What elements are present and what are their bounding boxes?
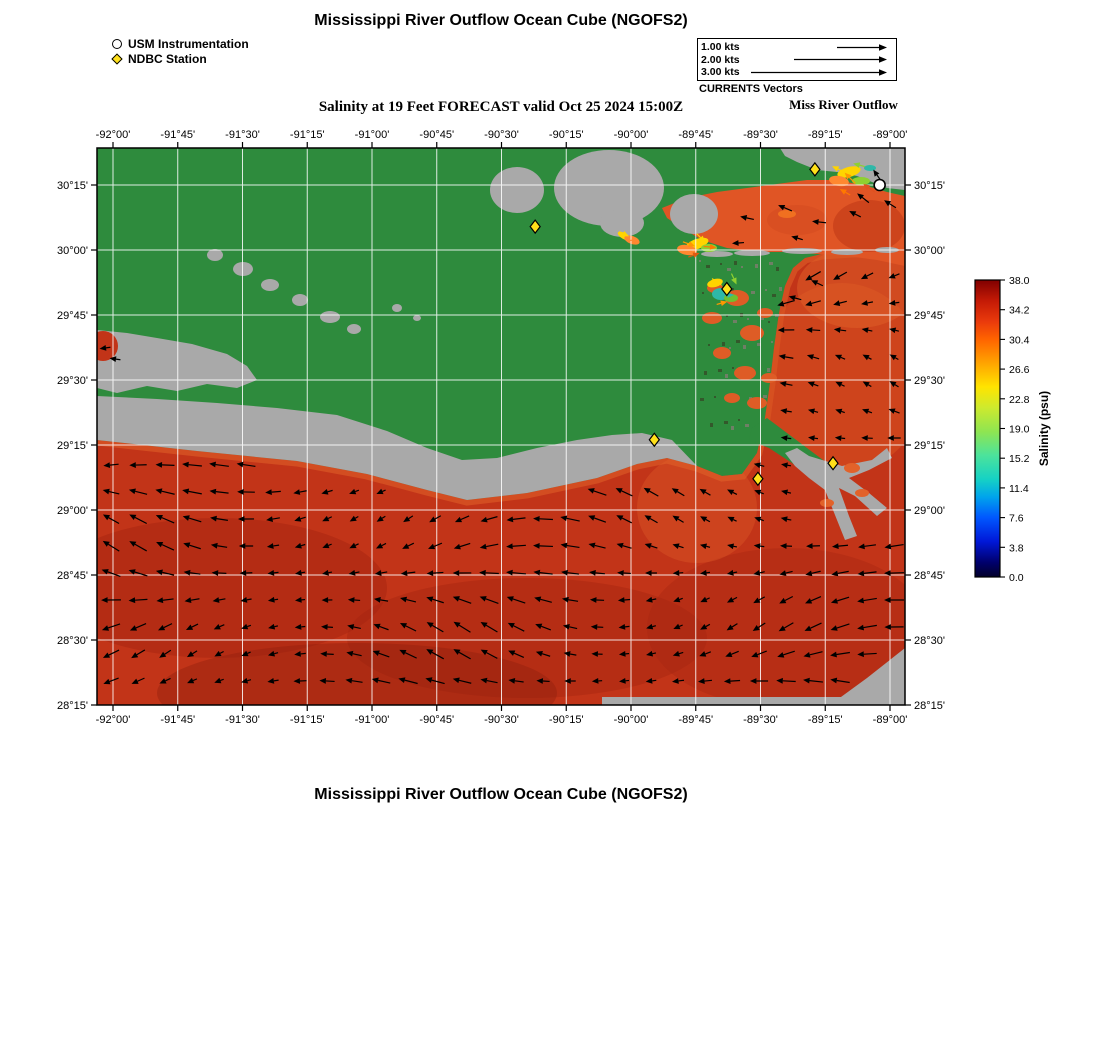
colorbar-tick-label: 15.2 bbox=[1009, 453, 1030, 465]
ndbc-station-marker bbox=[809, 161, 821, 177]
svg-text:29°45': 29°45' bbox=[914, 310, 945, 322]
svg-text:-91°30': -91°30' bbox=[225, 129, 260, 141]
svg-text:-90°30': -90°30' bbox=[484, 714, 519, 726]
ndbc-legend-label: NDBC Station bbox=[128, 51, 207, 66]
ndbc-diamond-icon bbox=[111, 52, 123, 65]
svg-text:-89°15': -89°15' bbox=[808, 714, 843, 726]
speed-arrow-icon bbox=[794, 56, 887, 63]
ndbc-station-marker bbox=[648, 432, 661, 448]
colorbar-tick-label: 30.4 bbox=[1009, 334, 1030, 346]
svg-text:-89°45': -89°45' bbox=[678, 714, 713, 726]
usm-station-marker bbox=[873, 178, 886, 192]
svg-text:29°45': 29°45' bbox=[57, 310, 88, 322]
current-speed-row: 2.00 kts bbox=[701, 54, 893, 66]
svg-text:28°45': 28°45' bbox=[914, 570, 945, 582]
map-area bbox=[97, 148, 905, 705]
svg-text:-89°45': -89°45' bbox=[678, 129, 713, 141]
svg-text:-89°00': -89°00' bbox=[873, 714, 908, 726]
marker-legend: USM Instrumentation NDBC Station bbox=[111, 36, 249, 66]
figure-title: Mississippi River Outflow Ocean Cube (NG… bbox=[314, 12, 688, 29]
svg-text:28°30': 28°30' bbox=[914, 635, 945, 647]
speed-arrow-icon bbox=[837, 43, 887, 51]
ndbc-station-marker bbox=[827, 455, 839, 471]
svg-text:29°30': 29°30' bbox=[57, 375, 88, 387]
svg-text:-91°00': -91°00' bbox=[355, 129, 390, 141]
current-speed-row: 1.00 kts bbox=[701, 41, 893, 53]
svg-text:29°00': 29°00' bbox=[914, 505, 945, 517]
svg-text:-92°00': -92°00' bbox=[96, 129, 131, 141]
speed-arrow-icon bbox=[751, 68, 887, 76]
colorbar-tick-label: 34.2 bbox=[1009, 305, 1030, 317]
current-speed-label: 3.00 kts bbox=[701, 66, 740, 78]
svg-text:-90°45': -90°45' bbox=[419, 129, 454, 141]
colorbar-tick-label: 22.8 bbox=[1009, 394, 1030, 406]
figure-subtitle: Salinity at 19 Feet FORECAST valid Oct 2… bbox=[318, 99, 684, 115]
colorbar-tick-label: 11.4 bbox=[1009, 483, 1029, 495]
ndbc-station-marker bbox=[752, 471, 764, 487]
svg-text:28°15': 28°15' bbox=[57, 700, 88, 712]
svg-text:-92°00': -92°00' bbox=[96, 714, 131, 726]
legend-row-ndbc: NDBC Station bbox=[111, 51, 249, 66]
svg-text:29°30': 29°30' bbox=[914, 375, 945, 387]
colorbar-axis-label: Salinity (psu) bbox=[1037, 391, 1051, 466]
svg-text:-91°15': -91°15' bbox=[290, 129, 325, 141]
svg-text:29°15': 29°15' bbox=[57, 440, 88, 452]
svg-text:30°00': 30°00' bbox=[914, 245, 945, 257]
svg-text:29°00': 29°00' bbox=[57, 505, 88, 517]
svg-text:29°15': 29°15' bbox=[914, 440, 945, 452]
svg-text:28°15': 28°15' bbox=[914, 700, 945, 712]
usm-legend-label: USM Instrumentation bbox=[128, 36, 249, 51]
ndbc-station-marker bbox=[721, 281, 733, 297]
svg-text:-91°30': -91°30' bbox=[225, 714, 260, 726]
svg-text:-90°15': -90°15' bbox=[549, 129, 584, 141]
region-label: Miss River Outflow bbox=[789, 97, 898, 112]
svg-text:30°00': 30°00' bbox=[57, 245, 88, 257]
svg-text:28°45': 28°45' bbox=[57, 570, 88, 582]
ndbc-station-marker bbox=[529, 219, 541, 235]
svg-text:-91°45': -91°45' bbox=[160, 714, 195, 726]
usm-circle-icon bbox=[112, 38, 122, 49]
svg-text:-89°15': -89°15' bbox=[808, 129, 843, 141]
svg-text:-91°45': -91°45' bbox=[160, 129, 195, 141]
svg-text:-89°30': -89°30' bbox=[743, 129, 778, 141]
svg-text:-91°15': -91°15' bbox=[290, 714, 325, 726]
colorbar: 38.0 34.2 30.4 26.6 22.8 19.0 15.2 11.4 7.6 3.8 0.… bbox=[974, 275, 1051, 584]
current-vectors bbox=[99, 162, 904, 685]
axis-labels: -92°00' -92°00' -91°45' -91°45' -91°30' -91°3… bbox=[57, 129, 945, 726]
svg-text:30°15': 30°15' bbox=[57, 180, 88, 192]
figure-bottom-title: Mississippi River Outflow Ocean Cube (NG… bbox=[314, 786, 688, 803]
svg-text:-90°00': -90°00' bbox=[614, 714, 649, 726]
current-speed-label: 1.00 kts bbox=[701, 41, 740, 53]
colorbar-tick-label: 3.8 bbox=[1009, 542, 1024, 554]
svg-text:-90°15': -90°15' bbox=[549, 714, 584, 726]
svg-text:-90°30': -90°30' bbox=[484, 129, 519, 141]
current-speed-row: 3.00 kts bbox=[701, 66, 893, 78]
current-speed-label: 2.00 kts bbox=[701, 53, 740, 66]
currents-legend-title: CURRENTS Vectors bbox=[699, 83, 803, 95]
svg-text:-89°30': -89°30' bbox=[743, 714, 778, 726]
colorbar-tick-label: 0.0 bbox=[1009, 572, 1024, 584]
svg-text:-89°00': -89°00' bbox=[873, 129, 908, 141]
svg-text:-91°00': -91°00' bbox=[355, 714, 390, 726]
axis-ticks bbox=[91, 142, 911, 711]
legend-row-usm: USM Instrumentation bbox=[112, 36, 249, 51]
currents-vector-legend: 1.00 kts 2.00 kts 3.00 kts bbox=[697, 38, 897, 81]
colorbar-tick-label: 38.0 bbox=[1009, 275, 1030, 287]
svg-text:30°15': 30°15' bbox=[914, 180, 945, 192]
svg-text:28°30': 28°30' bbox=[57, 635, 88, 647]
colorbar-tick-label: 19.0 bbox=[1009, 424, 1030, 436]
svg-text:-90°00': -90°00' bbox=[614, 129, 649, 141]
colorbar-tick-label: 7.6 bbox=[1009, 513, 1024, 525]
graticule bbox=[97, 148, 905, 705]
stations bbox=[529, 161, 886, 487]
colorbar-tick-label: 26.6 bbox=[1009, 364, 1030, 376]
svg-text:-90°45': -90°45' bbox=[419, 714, 454, 726]
